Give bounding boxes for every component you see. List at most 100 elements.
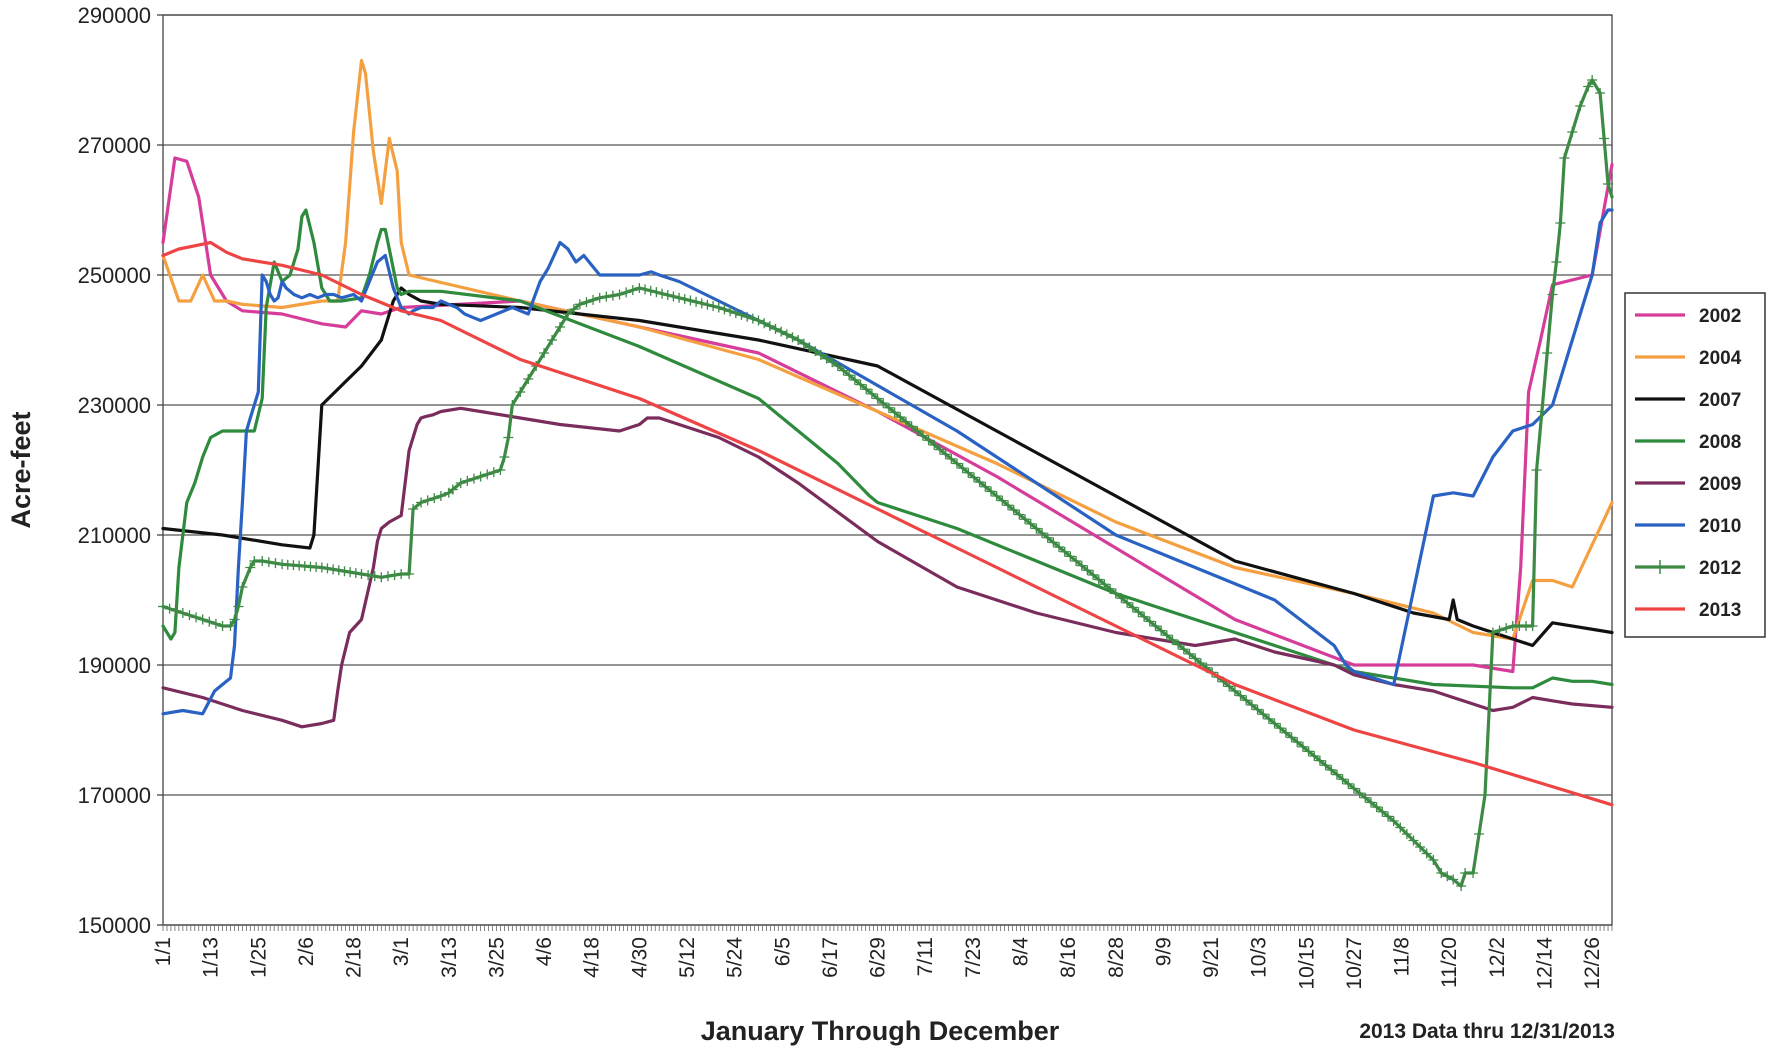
marker-point — [345, 567, 356, 578]
data-note: 2013 Data thru 12/31/2013 — [1359, 1020, 1615, 1043]
marker-point — [1382, 811, 1393, 822]
marker-point — [776, 326, 787, 337]
marker-point — [1280, 727, 1291, 738]
marker-point — [1156, 625, 1167, 636]
y-tick-label: 270000 — [78, 133, 151, 158]
marker-point — [1252, 704, 1263, 715]
marker-point — [225, 621, 236, 631]
marker-point — [1395, 822, 1406, 833]
legend-label-2012: 2012 — [1699, 558, 1741, 579]
marker-point — [369, 571, 380, 582]
marker-point — [607, 290, 618, 301]
marker-point — [906, 421, 917, 432]
marker-point — [404, 569, 415, 579]
marker-point — [679, 294, 690, 305]
marker-point — [191, 612, 202, 623]
x-tick-label: 10/27 — [1343, 937, 1366, 990]
marker-point — [499, 452, 510, 462]
marker-point — [1343, 778, 1354, 789]
marker-point — [339, 566, 350, 577]
marker-point — [923, 435, 934, 446]
marker-point — [1008, 504, 1019, 515]
marker-point — [1122, 597, 1133, 608]
marker-point — [316, 562, 327, 573]
marker-point — [601, 291, 612, 302]
marker-point — [1173, 639, 1184, 650]
marker-point — [158, 601, 168, 612]
marker-point — [974, 477, 985, 488]
marker-point — [1314, 755, 1325, 766]
marker-point — [1286, 732, 1297, 743]
marker-point — [1320, 760, 1331, 771]
marker-point — [1587, 75, 1598, 85]
x-tick-label: 9/9 — [1152, 937, 1175, 966]
marker-point — [912, 426, 923, 436]
marker-point — [634, 283, 645, 293]
marker-point — [1229, 686, 1240, 696]
marker-point — [713, 302, 724, 313]
marker-point — [770, 323, 781, 334]
x-tick-label: 7/11 — [914, 937, 937, 976]
x-tick-label: 5/24 — [724, 937, 747, 978]
marker-point — [1099, 579, 1110, 590]
x-tick-label: 10/3 — [1248, 937, 1271, 978]
x-axis-title: January Through December — [701, 1016, 1060, 1046]
marker-point — [1326, 764, 1337, 775]
x-tick-label: 11/20 — [1438, 937, 1461, 988]
marker-point — [333, 565, 344, 576]
marker-point — [997, 495, 1008, 506]
marker-point — [416, 497, 427, 508]
y-tick-label: 190000 — [78, 653, 151, 678]
y-tick-label: 210000 — [78, 523, 151, 548]
marker-point — [866, 388, 877, 399]
marker-point — [980, 481, 991, 492]
marker-point — [1258, 709, 1269, 720]
marker-point — [1297, 741, 1308, 752]
marker-point — [1456, 881, 1467, 891]
marker-point — [233, 601, 244, 612]
marker-point — [872, 393, 883, 404]
marker-point — [1494, 625, 1505, 636]
marker-point — [951, 458, 962, 469]
plot-border — [162, 14, 1613, 926]
marker-point — [1246, 699, 1257, 710]
series-layer — [158, 58, 1614, 891]
marker-point — [515, 387, 526, 397]
marker-point — [1436, 868, 1447, 878]
marker-point — [878, 398, 889, 409]
x-tick-label: 3/1 — [390, 937, 413, 966]
marker-point — [674, 292, 685, 303]
marker-point — [263, 557, 274, 568]
marker-point — [934, 444, 945, 455]
legend-marker-2012 — [1653, 560, 1667, 574]
marker-point — [229, 614, 240, 625]
marker-point — [640, 284, 651, 295]
marker-point — [1071, 556, 1082, 566]
marker-point — [447, 484, 458, 495]
marker-point — [702, 299, 713, 310]
x-tick-label: 4/6 — [533, 937, 556, 966]
series-line-2008 — [161, 208, 1614, 690]
marker-point — [1037, 528, 1048, 539]
marker-point — [968, 472, 979, 483]
marker-point — [1428, 855, 1439, 865]
marker-point — [696, 298, 707, 309]
marker-point — [787, 332, 798, 343]
marker-point — [1003, 500, 1014, 511]
marker-point — [588, 294, 599, 305]
marker-point — [455, 478, 466, 488]
x-tick-label: 6/5 — [771, 937, 794, 966]
x-tick-label: 2/18 — [343, 937, 366, 978]
x-tick-label: 8/16 — [1057, 937, 1080, 978]
marker-point — [1595, 88, 1606, 98]
y-tick-label: 230000 — [78, 393, 151, 418]
marker-point — [1133, 607, 1144, 618]
marker-point — [562, 309, 573, 319]
marker-point — [1337, 774, 1348, 785]
marker-point — [1082, 565, 1093, 576]
marker-point — [1448, 874, 1459, 885]
x-tick-label: 1/1 — [152, 937, 175, 966]
marker-point — [991, 491, 1002, 501]
series-line-2009 — [161, 406, 1614, 729]
